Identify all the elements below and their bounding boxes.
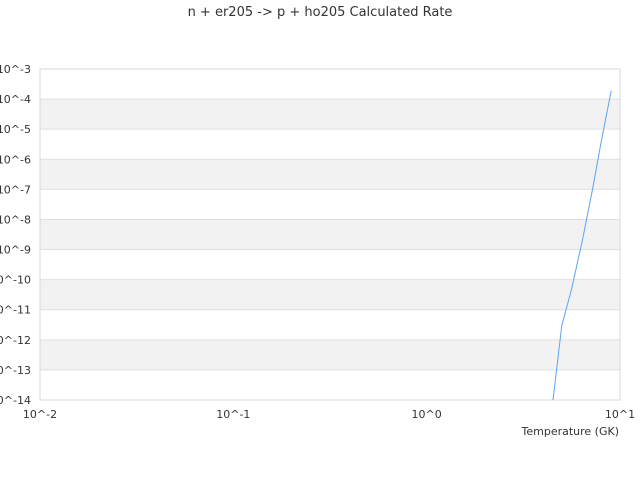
plot-band <box>40 219 620 250</box>
x-tick-label: 10^0 <box>412 408 442 421</box>
chart-title: n + er205 -> p + ho205 Calculated Rate <box>188 5 453 20</box>
y-tick-label: 10^-11 <box>0 304 31 317</box>
y-tick-label: 10^-12 <box>0 334 31 347</box>
plot-frame <box>39 68 621 401</box>
x-axis-ticks: 10^-2 10^-1 10^0 10^1 <box>23 408 635 421</box>
y-tick-label: 10^-8 <box>0 213 31 226</box>
plot-band <box>40 339 620 370</box>
plot-band <box>40 279 620 310</box>
y-tick-label: 10^-9 <box>0 244 31 257</box>
series-line <box>552 90 612 401</box>
series-group <box>552 90 612 401</box>
y-tick-label: 10^-4 <box>0 93 31 106</box>
y-tick-label: 10^-7 <box>0 183 31 196</box>
x-tick-label: 10^-2 <box>23 408 57 421</box>
y-tick-label: 10^-3 <box>0 63 31 76</box>
x-tick-label: 10^1 <box>605 408 635 421</box>
y-tick-label: 10^-5 <box>0 123 31 136</box>
x-axis-label: Temperature (GK) <box>521 425 620 438</box>
plot-bands <box>40 99 620 370</box>
plot-band <box>40 159 620 190</box>
y-axis-ticks: 10^-3 10^-4 10^-5 10^-6 10^-7 10^-8 10^-9 10^-1… <box>0 63 31 407</box>
y-tick-label: 10^-14 <box>0 394 31 407</box>
y-tick-label: 10^-10 <box>0 274 31 287</box>
y-tick-label: 10^-6 <box>0 153 31 166</box>
y-tick-label: 10^-13 <box>0 364 31 377</box>
plot-band <box>40 99 620 130</box>
x-tick-label: 10^-1 <box>216 408 250 421</box>
